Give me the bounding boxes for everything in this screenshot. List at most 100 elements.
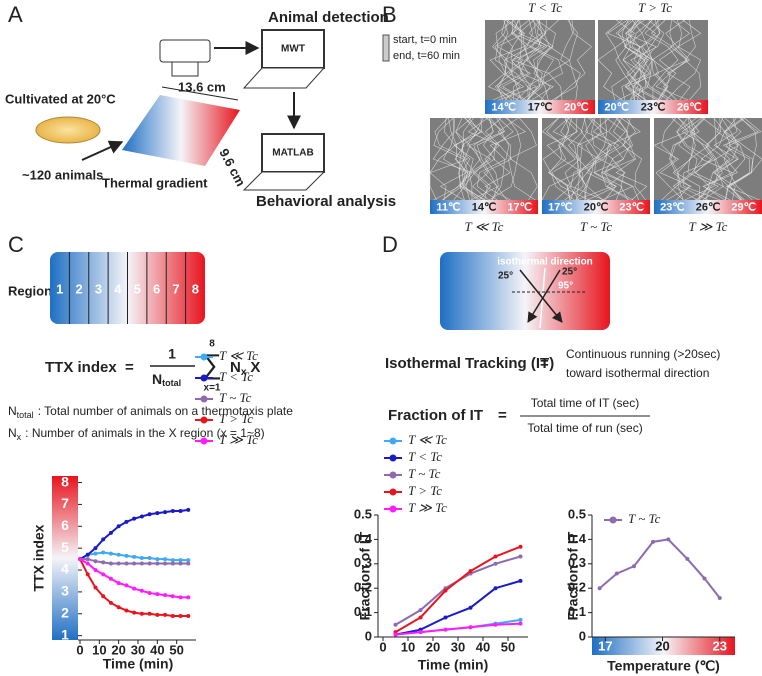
laptop-screen <box>261 133 325 173</box>
legend-label: T ≫ Tc <box>408 500 447 515</box>
worm-track <box>459 117 474 201</box>
worm-track <box>542 117 575 201</box>
data-point <box>155 557 160 562</box>
count-label: ~120 animals <box>22 167 103 182</box>
temperature-label: 26℃ <box>696 201 721 213</box>
worm-track <box>665 19 691 101</box>
x-tick-label: 50 <box>169 642 183 657</box>
worm-track <box>554 19 593 101</box>
legend-marker <box>200 437 208 445</box>
data-point <box>85 557 90 562</box>
worm-track <box>605 19 641 101</box>
temperature-label: 14℃ <box>472 201 497 213</box>
temperature-bar <box>654 200 762 214</box>
data-point <box>101 537 106 542</box>
data-point <box>93 559 98 564</box>
legend-marker <box>389 505 397 513</box>
data-point <box>666 537 671 542</box>
angle-label: 25° <box>562 267 577 278</box>
worm-track <box>498 19 538 101</box>
panel-label: A <box>8 2 23 27</box>
formula-lhs: Isothermal Tracking (IT) <box>385 355 554 372</box>
temperature-label: 23℃ <box>619 201 644 213</box>
data-point <box>631 564 636 569</box>
data-point <box>147 556 152 560</box>
symbol: N <box>152 371 162 387</box>
worm-track <box>601 117 635 201</box>
data-point <box>101 550 106 555</box>
data-point <box>178 595 183 600</box>
y-tick-label: 6 <box>61 517 69 533</box>
temperature-label: 20℃ <box>584 201 609 213</box>
y-tick-label: 0.1 <box>354 604 372 619</box>
data-point <box>139 611 144 616</box>
data-point <box>178 561 183 566</box>
worm-track <box>497 19 524 101</box>
y-tick-label: 1 <box>61 626 69 642</box>
worm-track <box>653 117 692 201</box>
data-point <box>170 558 175 563</box>
data-point <box>155 511 160 516</box>
worm-track <box>584 117 612 201</box>
worm-track <box>498 19 532 101</box>
width-label: 13.6 cm <box>178 79 226 94</box>
data-point <box>702 576 707 581</box>
data-point <box>518 621 523 626</box>
y-tick-label: 0.2 <box>354 580 372 595</box>
series-line <box>395 579 521 636</box>
worm-track <box>655 19 691 101</box>
x-tick-label: 40 <box>476 639 490 654</box>
worm-track <box>570 117 600 201</box>
region-number: 4 <box>114 281 122 296</box>
data-point <box>101 594 106 599</box>
data-point <box>124 561 129 566</box>
x-tick-label: 17 <box>598 638 612 653</box>
data-point <box>651 539 656 544</box>
formula-eq: = <box>125 359 134 376</box>
worm-track <box>433 117 469 201</box>
legend-marker <box>389 454 397 462</box>
worm-track <box>476 117 510 201</box>
condition-label: T ≫ Tc <box>689 219 728 234</box>
series-line <box>598 538 721 599</box>
diagram-title: isothermal direction <box>497 257 593 268</box>
data-point <box>147 512 152 517</box>
data-point <box>614 571 619 576</box>
worm-track <box>624 19 646 101</box>
data-point <box>108 530 113 535</box>
panel-d: D isothermal direction 25° 25° 95° Isoth… <box>382 232 720 435</box>
data-point <box>93 568 98 573</box>
data-point <box>518 578 523 583</box>
legend-label: T > Tc <box>219 411 253 426</box>
condition-label: T > Tc <box>638 0 672 15</box>
y-tick-label: 0.5 <box>568 506 586 521</box>
legend-label: T ≪ Tc <box>408 432 447 447</box>
data-point <box>685 556 690 561</box>
temperature-bar <box>542 200 650 214</box>
temperature-label: 17℃ <box>507 201 532 213</box>
y-axis-label: Fraction of IT <box>565 531 581 620</box>
data-point <box>186 595 191 600</box>
worm-track <box>586 117 617 201</box>
temperature-label: 23℃ <box>641 101 666 113</box>
track-image <box>654 118 762 200</box>
thermal-plate <box>122 95 240 166</box>
data-point <box>139 514 144 519</box>
data-point <box>101 560 106 565</box>
temperature-bar <box>430 200 538 214</box>
data-point <box>147 611 152 616</box>
worm-track <box>655 117 684 201</box>
worm-track <box>705 117 739 201</box>
data-point <box>132 554 137 559</box>
worm-track <box>641 19 671 101</box>
worm-track <box>453 117 475 201</box>
worm-track <box>546 117 579 201</box>
worm-track <box>560 117 580 201</box>
worm-track <box>476 117 508 201</box>
legend-text: end, t=60 min <box>393 50 460 62</box>
angle-label: 95° <box>558 281 573 292</box>
x-tick-label: 20 <box>655 638 669 653</box>
data-point <box>493 622 498 627</box>
